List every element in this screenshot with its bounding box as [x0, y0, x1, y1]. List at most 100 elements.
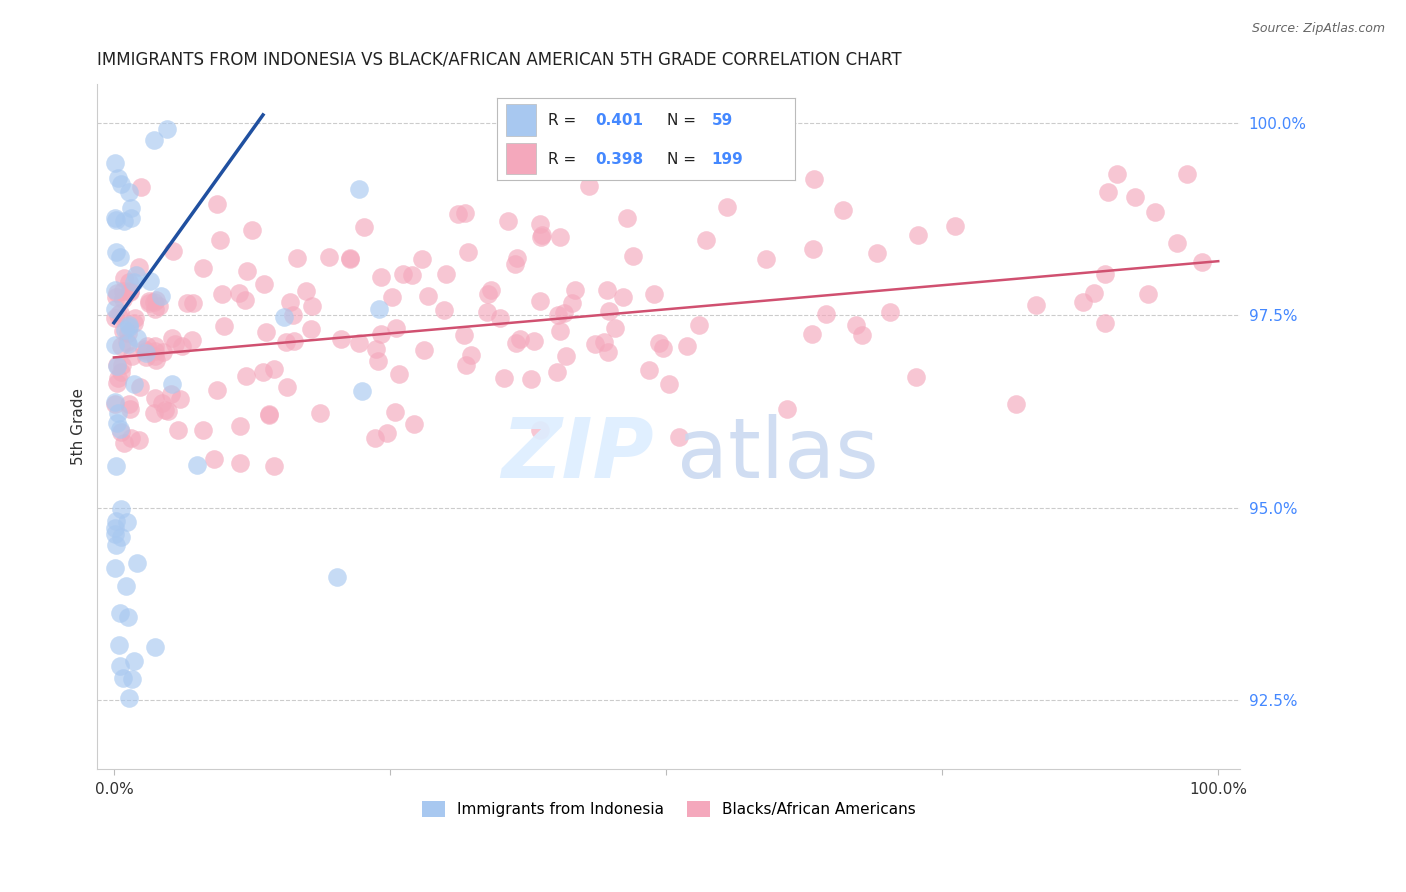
- Point: [1105, 167, 1128, 181]
- Point: [162, 376, 184, 391]
- Point: [142, 133, 165, 147]
- Point: [548, 230, 571, 244]
- Point: [120, 284, 142, 298]
- Point: [143, 344, 166, 359]
- Point: [1144, 205, 1167, 219]
- Point: [104, 396, 127, 410]
- Text: Source: ZipAtlas.com: Source: ZipAtlas.com: [1251, 22, 1385, 36]
- Point: [148, 299, 170, 313]
- Point: [688, 318, 710, 332]
- Point: [384, 405, 406, 419]
- Point: [135, 350, 157, 364]
- Point: [118, 185, 141, 199]
- Point: [110, 501, 132, 516]
- Point: [118, 275, 141, 289]
- Point: [105, 376, 128, 390]
- Point: [167, 423, 190, 437]
- Point: [301, 299, 323, 313]
- Point: [104, 514, 127, 528]
- Point: [112, 436, 135, 450]
- Point: [370, 327, 392, 342]
- Point: [388, 367, 411, 381]
- Point: [104, 527, 127, 541]
- Point: [143, 391, 166, 405]
- Point: [1166, 235, 1188, 250]
- Point: [129, 179, 152, 194]
- Point: [1025, 297, 1047, 311]
- Point: [776, 401, 799, 416]
- Point: [108, 606, 131, 620]
- Point: [122, 275, 145, 289]
- Point: [1123, 190, 1146, 204]
- Point: [121, 350, 143, 364]
- Point: [801, 327, 824, 342]
- Point: [104, 311, 127, 326]
- Point: [128, 433, 150, 447]
- Point: [104, 283, 127, 297]
- Point: [115, 334, 138, 349]
- Point: [143, 640, 166, 654]
- Point: [263, 459, 285, 474]
- Point: [108, 306, 131, 320]
- Point: [115, 516, 138, 530]
- Point: [163, 337, 186, 351]
- Point: [652, 342, 675, 356]
- Point: [107, 406, 129, 420]
- Point: [299, 322, 322, 336]
- Point: [592, 335, 614, 350]
- Point: [110, 425, 132, 439]
- Point: [108, 250, 131, 264]
- Point: [110, 530, 132, 544]
- Point: [596, 283, 619, 297]
- Point: [283, 308, 305, 322]
- Point: [564, 283, 586, 297]
- Point: [104, 394, 127, 409]
- Point: [105, 358, 128, 372]
- Point: [454, 359, 477, 373]
- Point: [145, 293, 167, 307]
- Point: [509, 332, 531, 346]
- Point: [596, 344, 619, 359]
- Point: [114, 271, 136, 285]
- Point: [904, 369, 927, 384]
- Point: [105, 290, 128, 304]
- Text: ZIP: ZIP: [501, 414, 654, 495]
- Point: [110, 365, 132, 379]
- Point: [391, 267, 413, 281]
- Point: [169, 392, 191, 407]
- Point: [105, 359, 128, 373]
- Text: atlas: atlas: [676, 414, 879, 495]
- Point: [105, 459, 128, 474]
- Point: [506, 251, 529, 265]
- Point: [879, 304, 901, 318]
- Point: [107, 170, 129, 185]
- Point: [412, 343, 434, 357]
- Point: [153, 403, 176, 417]
- Point: [186, 458, 208, 472]
- Point: [104, 338, 127, 352]
- Point: [104, 561, 127, 575]
- Point: [475, 305, 498, 319]
- Point: [118, 285, 141, 299]
- Point: [122, 316, 145, 330]
- Point: [127, 556, 149, 570]
- Point: [143, 339, 166, 353]
- Point: [716, 200, 738, 214]
- Point: [111, 292, 134, 306]
- Point: [1083, 286, 1105, 301]
- Point: [283, 334, 305, 349]
- Point: [110, 177, 132, 191]
- Point: [598, 303, 620, 318]
- Point: [347, 335, 370, 350]
- Point: [202, 452, 225, 467]
- Point: [339, 252, 361, 266]
- Point: [121, 672, 143, 686]
- Point: [339, 251, 361, 265]
- Point: [162, 244, 184, 258]
- Point: [111, 324, 134, 338]
- Point: [274, 334, 297, 349]
- Point: [505, 335, 527, 350]
- Point: [803, 171, 825, 186]
- Point: [240, 223, 263, 237]
- Point: [157, 404, 180, 418]
